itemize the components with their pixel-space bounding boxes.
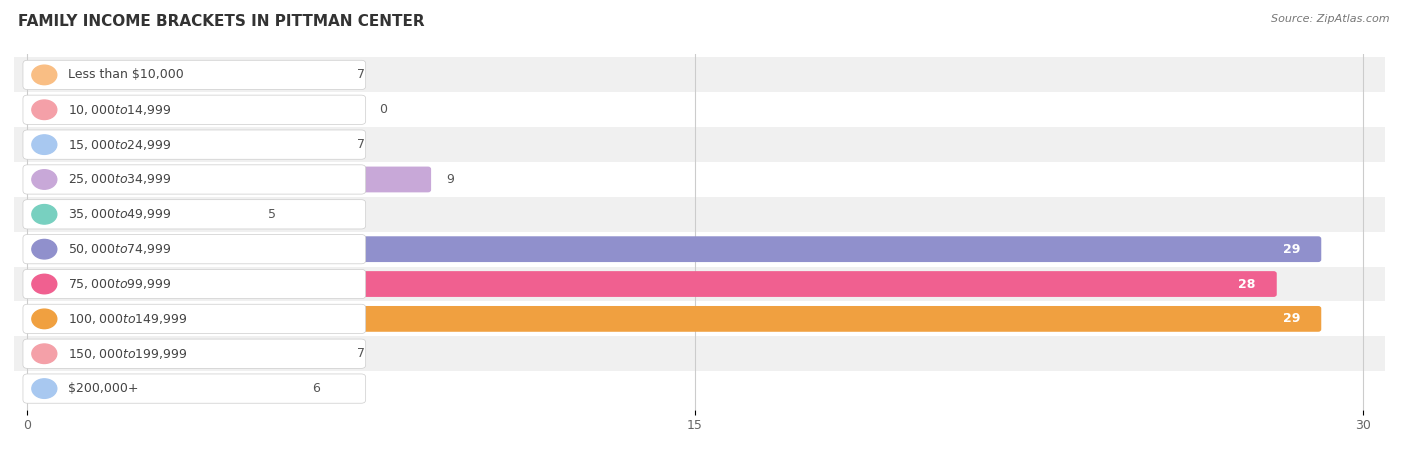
FancyBboxPatch shape	[22, 200, 366, 229]
Text: $100,000 to $149,999: $100,000 to $149,999	[67, 312, 187, 326]
FancyBboxPatch shape	[6, 92, 1385, 127]
FancyBboxPatch shape	[6, 58, 1385, 92]
Text: 0: 0	[380, 103, 387, 116]
FancyBboxPatch shape	[24, 236, 1322, 262]
Text: $15,000 to $24,999: $15,000 to $24,999	[67, 138, 172, 152]
FancyBboxPatch shape	[6, 197, 1385, 232]
Text: 28: 28	[1239, 278, 1256, 291]
FancyBboxPatch shape	[22, 304, 366, 333]
Text: 5: 5	[267, 208, 276, 221]
Text: 9: 9	[446, 173, 454, 186]
Text: 29: 29	[1282, 312, 1301, 325]
Text: Less than $10,000: Less than $10,000	[67, 68, 184, 81]
Circle shape	[32, 100, 56, 120]
Circle shape	[32, 379, 56, 398]
Text: 7: 7	[357, 68, 364, 81]
FancyBboxPatch shape	[6, 302, 1385, 336]
Text: $35,000 to $49,999: $35,000 to $49,999	[67, 207, 172, 221]
FancyBboxPatch shape	[22, 270, 366, 299]
FancyBboxPatch shape	[22, 130, 366, 159]
FancyBboxPatch shape	[6, 162, 1385, 197]
Circle shape	[32, 170, 56, 189]
Text: 7: 7	[357, 138, 364, 151]
FancyBboxPatch shape	[6, 371, 1385, 406]
FancyBboxPatch shape	[22, 60, 366, 90]
FancyBboxPatch shape	[6, 127, 1385, 162]
FancyBboxPatch shape	[6, 336, 1385, 371]
FancyBboxPatch shape	[6, 232, 1385, 266]
Text: $200,000+: $200,000+	[67, 382, 138, 395]
FancyBboxPatch shape	[6, 266, 1385, 302]
Text: FAMILY INCOME BRACKETS IN PITTMAN CENTER: FAMILY INCOME BRACKETS IN PITTMAN CENTER	[18, 14, 425, 28]
Circle shape	[32, 239, 56, 259]
FancyBboxPatch shape	[24, 271, 1277, 297]
Text: Source: ZipAtlas.com: Source: ZipAtlas.com	[1271, 14, 1389, 23]
FancyBboxPatch shape	[22, 374, 366, 403]
FancyBboxPatch shape	[24, 132, 342, 158]
Circle shape	[32, 344, 56, 364]
Text: 7: 7	[357, 347, 364, 360]
Circle shape	[32, 309, 56, 328]
Text: $25,000 to $34,999: $25,000 to $34,999	[67, 172, 172, 186]
FancyBboxPatch shape	[24, 306, 1322, 332]
FancyBboxPatch shape	[24, 166, 432, 192]
FancyBboxPatch shape	[22, 165, 366, 194]
Circle shape	[32, 135, 56, 154]
Circle shape	[32, 205, 56, 224]
Circle shape	[32, 274, 56, 294]
Text: $50,000 to $74,999: $50,000 to $74,999	[67, 242, 172, 256]
FancyBboxPatch shape	[22, 339, 366, 369]
FancyBboxPatch shape	[22, 95, 366, 124]
FancyBboxPatch shape	[22, 234, 366, 264]
Text: $10,000 to $14,999: $10,000 to $14,999	[67, 103, 172, 117]
FancyBboxPatch shape	[24, 202, 253, 227]
Text: $150,000 to $199,999: $150,000 to $199,999	[67, 347, 187, 361]
FancyBboxPatch shape	[24, 341, 342, 367]
FancyBboxPatch shape	[24, 62, 342, 88]
Text: $75,000 to $99,999: $75,000 to $99,999	[67, 277, 172, 291]
Text: 29: 29	[1282, 243, 1301, 256]
Text: 6: 6	[312, 382, 321, 395]
Circle shape	[32, 65, 56, 85]
FancyBboxPatch shape	[24, 376, 298, 401]
